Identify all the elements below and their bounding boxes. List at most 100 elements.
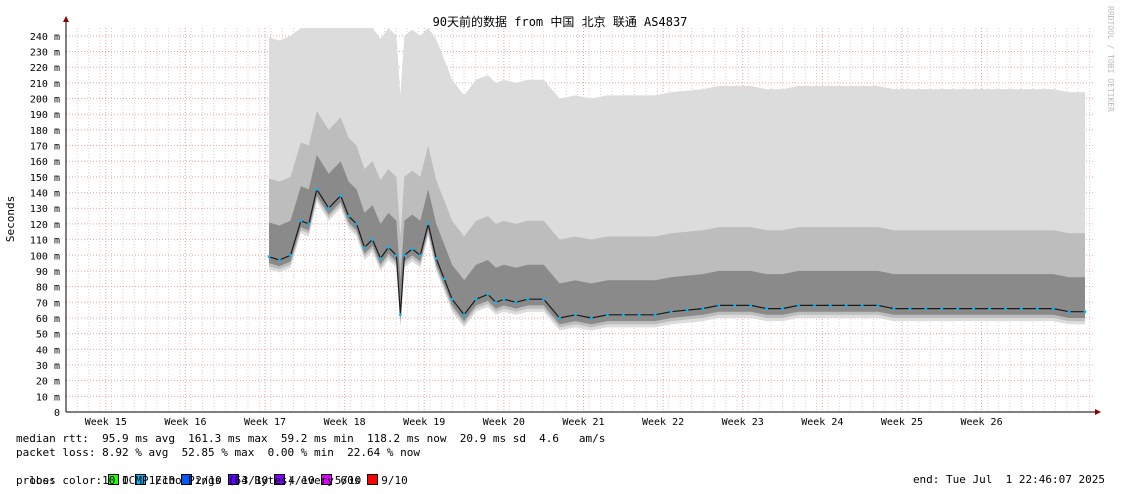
y-tick-label: 170 m [30, 142, 60, 153]
y-tick-label: 10 m [36, 392, 60, 403]
median-point [339, 194, 343, 198]
median-point [1019, 307, 1023, 310]
y-tick-label: 240 m [30, 32, 60, 43]
median-point [399, 313, 402, 317]
median-point [1051, 307, 1055, 310]
legend-swatch [320, 474, 332, 485]
median-point [410, 247, 414, 251]
median-point [450, 297, 454, 301]
median-point [347, 214, 350, 218]
median-point [387, 246, 390, 249]
median-point [749, 304, 753, 307]
median-point [371, 238, 374, 242]
median-point [267, 255, 271, 259]
median-point [379, 257, 382, 260]
median-point [494, 300, 498, 304]
median-point [781, 307, 784, 310]
median-point [1083, 310, 1087, 314]
y-tick-label: 60 m [36, 314, 60, 325]
x-tick-label: Week 23 [722, 417, 764, 428]
y-tick-label: 20 m [36, 377, 60, 388]
legend-label: 1/10 [148, 474, 176, 487]
y-tick-label: 50 m [36, 330, 60, 341]
y-tick-label: 0 [54, 408, 60, 419]
median-point [486, 293, 490, 296]
median-point [701, 307, 705, 310]
loss-color-label: loss color: [29, 474, 103, 487]
x-tick-label: Week 19 [403, 417, 445, 428]
legend-items: 0 1/10 2/10 3/10 4/10 5/10 9/10 [102, 474, 408, 487]
median-point [621, 313, 625, 317]
median-point [733, 304, 737, 307]
y-tick-label: 90 m [36, 267, 60, 278]
median-point [355, 222, 358, 226]
median-point [797, 304, 800, 307]
y-tick-label: 190 m [30, 110, 60, 121]
probe-info: probe: 10 ICMP Echo Pings (64 Bytes) eve… [16, 474, 361, 487]
median-point [474, 297, 478, 301]
y-tick-label: 70 m [36, 298, 60, 309]
legend-swatch [134, 474, 146, 485]
median-rtt-stats: median rtt: 95.9 ms avg 161.3 ms max 59.… [16, 432, 606, 445]
median-point [590, 316, 593, 320]
y-tick-label: 130 m [30, 204, 60, 215]
median-point [434, 257, 438, 260]
median-point [924, 307, 928, 310]
median-point [828, 304, 832, 307]
median-point [813, 304, 816, 307]
median-point [514, 300, 518, 304]
median-point [462, 313, 466, 317]
median-point [860, 304, 864, 307]
y-tick-label: 220 m [30, 63, 60, 74]
y-tick-label: 110 m [30, 236, 60, 247]
y-tick-label: 140 m [30, 189, 60, 200]
legend-label: 9/10 [381, 474, 408, 487]
smoke-inner [269, 155, 1085, 325]
y-tick-label: 230 m [30, 48, 60, 59]
legend-swatch [181, 474, 193, 485]
median-point [1004, 307, 1007, 310]
median-point [717, 304, 721, 307]
x-tick-label: Week 22 [642, 417, 684, 428]
x-axis-arrow [1095, 409, 1101, 415]
median-point [988, 307, 991, 310]
loss-color-legend: loss color: 0 1/10 2/10 3/10 4/10 5/10 9/10 [16, 460, 408, 488]
median-point [526, 297, 530, 301]
legend-label: 0 [122, 474, 129, 487]
y-tick-label: 210 m [30, 79, 60, 90]
median-point [395, 253, 398, 257]
legend-swatch [108, 474, 120, 485]
median-point [940, 307, 944, 310]
x-tick-label: Week 21 [562, 417, 604, 428]
y-tick-label: 80 m [36, 283, 60, 294]
median-point [418, 253, 422, 257]
median-point [315, 188, 319, 191]
median-point [908, 307, 912, 310]
median-rtt-line [267, 187, 1087, 320]
y-tick-label: 120 m [30, 220, 60, 231]
x-tick-label: Week 20 [483, 417, 525, 428]
median-point [606, 313, 609, 317]
median-point [289, 253, 292, 257]
x-tick-label: Week 25 [881, 417, 923, 428]
smoke-band [269, 28, 1085, 331]
y-axis-arrow [63, 16, 69, 22]
median-point [669, 310, 673, 314]
y-tick-label: 100 m [30, 251, 60, 262]
legend-swatch [367, 474, 379, 485]
legend-swatch [227, 474, 239, 485]
x-tick-label: Week 17 [244, 417, 286, 428]
legend-label: 2/10 [195, 474, 222, 487]
median-point [574, 313, 577, 317]
median-point [327, 206, 331, 210]
x-tick-label: Week 26 [960, 417, 1002, 428]
rrdtool-watermark: RRDTOOL / TOBI OETIKER [1106, 6, 1115, 112]
y-axis-label: Seconds [4, 196, 17, 242]
y-tick-label: 180 m [30, 126, 60, 137]
median-point [278, 258, 281, 262]
median-point [765, 307, 768, 310]
median-point [558, 316, 561, 320]
y-tick-label: 40 m [36, 345, 60, 356]
y-tick-label: 30 m [36, 361, 60, 372]
